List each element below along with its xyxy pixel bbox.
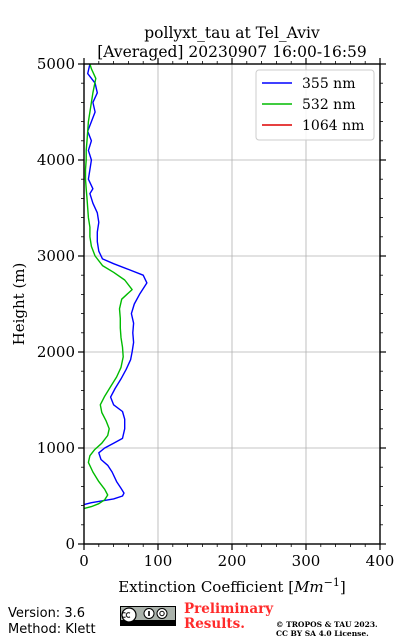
- y-axis-label: Height (m): [10, 263, 28, 346]
- legend-label: 355 nm: [302, 76, 355, 92]
- y-tick-label: 5000: [37, 55, 75, 73]
- legend-box: [255, 69, 375, 141]
- x-axis-label: Extinction Coefficient [Mm−1]: [118, 576, 345, 596]
- x-tick-label: 100: [144, 552, 173, 570]
- series-line-532-nm: [83, 63, 133, 510]
- preliminary-line1: Preliminary: [184, 601, 274, 617]
- legend-label: 1064 nm: [302, 118, 364, 134]
- version-label: Version: 3.6: [8, 606, 85, 621]
- legend-label: 532 nm: [302, 97, 355, 113]
- x-axis-label-text: Extinction Coefficient [: [118, 578, 294, 596]
- x-axis-label-close: ]: [340, 578, 346, 596]
- y-tick-label: 3000: [37, 247, 75, 265]
- x-axis-label-unit: Mm: [293, 578, 324, 596]
- copyright-line1: © TROPOS & TAU 2023.: [276, 620, 378, 629]
- chart-subtitle: [Averaged] 20230907 16:00-16:59: [97, 43, 367, 61]
- x-tick-label: 400: [366, 552, 395, 570]
- copyright-note: © TROPOS & TAU 2023. CC BY SA 4.0 Licens…: [276, 620, 378, 638]
- y-tick-label: 1000: [37, 439, 75, 457]
- series-lines: [83, 63, 148, 510]
- method-label: Method: Klett: [8, 622, 96, 637]
- preliminary-note: Preliminary Results.: [184, 602, 273, 632]
- x-tick-label: 0: [79, 552, 89, 570]
- x-axis-label-exponent: −1: [324, 576, 340, 589]
- y-tick-label: 2000: [37, 343, 75, 361]
- x-tick-label: 200: [218, 552, 247, 570]
- chart-title: pollyxt_tau at Tel_Aviv: [144, 24, 320, 42]
- y-tick-label: 4000: [37, 151, 75, 169]
- copyright-line2: CC BY SA 4.0 License.: [276, 629, 369, 638]
- series-line-355-nm: [83, 63, 148, 506]
- x-tick-label: 300: [292, 552, 321, 570]
- legend: 355 nm 532 nm 1064 nm: [255, 69, 375, 141]
- y-tick-label: 0: [65, 535, 75, 553]
- preliminary-line2: Results.: [184, 616, 245, 632]
- cc-by-sa-logo: [120, 606, 176, 626]
